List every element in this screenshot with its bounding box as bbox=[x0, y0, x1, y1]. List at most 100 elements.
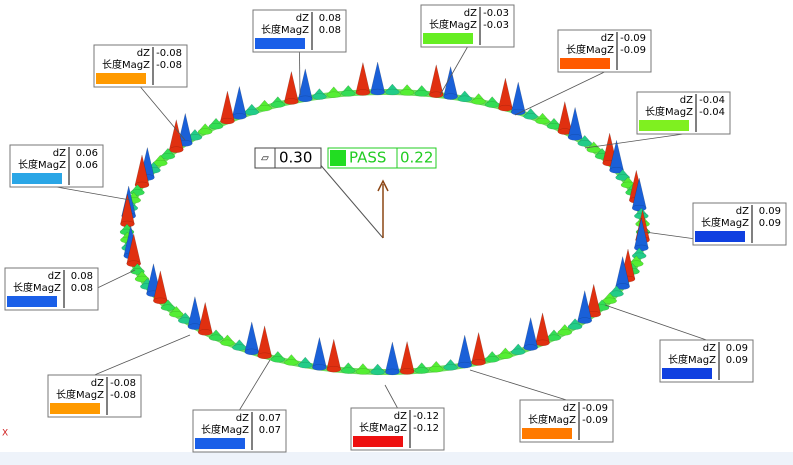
mag-value: -0.09 bbox=[582, 415, 608, 426]
dz-label: dZ bbox=[394, 411, 407, 422]
cone bbox=[187, 296, 203, 327]
cone bbox=[471, 332, 486, 363]
cone-base bbox=[498, 104, 513, 112]
color-swatch bbox=[96, 73, 146, 84]
cone-base bbox=[312, 93, 327, 100]
mag-label: 长度MagZ bbox=[668, 353, 716, 366]
mag-value: 0.08 bbox=[319, 25, 341, 36]
leader bbox=[514, 71, 605, 116]
cone-base bbox=[443, 93, 458, 100]
leader bbox=[56, 186, 131, 201]
cone-base bbox=[385, 368, 400, 376]
callout: dZ -0.03 长度MagZ -0.03 bbox=[420, 4, 515, 48]
cone bbox=[385, 341, 400, 373]
cone bbox=[326, 339, 342, 370]
mag-value: -0.08 bbox=[110, 390, 136, 401]
dz-value: 0.06 bbox=[76, 148, 98, 159]
callout: dZ 0.06 长度MagZ 0.06 bbox=[9, 144, 104, 188]
cone-base bbox=[298, 361, 313, 369]
dz-label: dZ bbox=[137, 48, 150, 59]
mag-label: 长度MagZ bbox=[261, 23, 309, 36]
cone bbox=[510, 82, 526, 113]
dz-value: -0.09 bbox=[620, 33, 646, 44]
color-swatch bbox=[662, 368, 712, 379]
frame bbox=[254, 147, 322, 169]
dz-label: dZ bbox=[736, 206, 749, 217]
dz-value: -0.08 bbox=[156, 48, 182, 59]
callout: dZ -0.12 长度MagZ -0.12 bbox=[350, 407, 445, 451]
mag-value: -0.09 bbox=[620, 45, 646, 56]
cone-base bbox=[134, 275, 150, 283]
cone-base bbox=[457, 95, 472, 103]
cone bbox=[523, 317, 538, 348]
cone bbox=[567, 107, 583, 138]
cone-base bbox=[577, 317, 592, 324]
cone-base bbox=[484, 101, 500, 108]
cone-base bbox=[270, 356, 286, 363]
cone-base bbox=[284, 98, 299, 105]
callout: dZ 0.08 长度MagZ 0.08 bbox=[4, 267, 99, 311]
dz-value: -0.09 bbox=[582, 403, 608, 414]
cone-base bbox=[220, 117, 235, 125]
cone-base bbox=[523, 344, 538, 351]
cone-base bbox=[567, 323, 583, 330]
color-swatch bbox=[12, 173, 62, 184]
flatness-symbol: ▱ bbox=[261, 153, 269, 164]
cone bbox=[244, 321, 260, 353]
callout: dZ -0.04 长度MagZ -0.04 bbox=[636, 91, 731, 135]
cone-base bbox=[232, 113, 247, 120]
cone-base bbox=[298, 95, 313, 103]
mag-label: 长度MagZ bbox=[18, 158, 66, 171]
leader bbox=[94, 334, 191, 376]
callout: dZ -0.09 长度MagZ -0.09 bbox=[557, 29, 652, 73]
cone bbox=[399, 341, 415, 372]
leader bbox=[584, 133, 684, 149]
cone-base bbox=[160, 304, 176, 311]
cone-base bbox=[197, 128, 213, 135]
callout: dZ 0.09 长度MagZ 0.09 bbox=[692, 202, 787, 246]
callout: dZ -0.09 长度MagZ -0.09 bbox=[519, 399, 614, 443]
mag-label: 长度MagZ bbox=[102, 58, 150, 71]
color-swatch bbox=[195, 438, 245, 449]
color-swatch bbox=[353, 436, 403, 447]
dz-value: -0.12 bbox=[413, 411, 439, 422]
cone bbox=[370, 62, 385, 93]
cone-base bbox=[257, 104, 272, 112]
dz-value: -0.08 bbox=[110, 378, 136, 389]
cone-base bbox=[535, 117, 550, 125]
dz-label: dZ bbox=[48, 271, 61, 282]
callout: dZ 0.08 长度MagZ 0.08 bbox=[252, 9, 347, 53]
cone bbox=[257, 325, 272, 357]
cone bbox=[312, 337, 327, 368]
leader bbox=[469, 369, 567, 401]
dz-label: dZ bbox=[464, 8, 477, 19]
cone-base bbox=[471, 98, 486, 105]
mag-label: 长度MagZ bbox=[701, 216, 749, 229]
cone bbox=[197, 302, 213, 333]
cone-base bbox=[284, 359, 299, 366]
mag-value: -0.03 bbox=[483, 20, 509, 31]
cone bbox=[428, 64, 444, 96]
cone-base bbox=[326, 91, 342, 99]
dz-value: 0.08 bbox=[71, 271, 93, 282]
cone bbox=[498, 78, 513, 109]
cone-base bbox=[577, 140, 592, 147]
status-frame bbox=[327, 147, 437, 169]
cone-base bbox=[457, 361, 472, 369]
cone-base bbox=[510, 348, 526, 356]
mag-value: -0.04 bbox=[699, 107, 725, 118]
cone-base bbox=[414, 367, 429, 374]
color-swatch bbox=[7, 296, 57, 307]
leader bbox=[439, 46, 468, 96]
cone-base bbox=[169, 146, 184, 153]
color-swatch bbox=[255, 38, 305, 49]
cone-base bbox=[615, 283, 630, 290]
cone-base bbox=[270, 101, 286, 108]
cone bbox=[535, 312, 550, 344]
dz-label: dZ bbox=[563, 403, 576, 414]
cone-base bbox=[498, 352, 513, 360]
cone-base bbox=[428, 365, 444, 373]
status-strip bbox=[0, 452, 793, 465]
callout: dZ -0.08 长度MagZ -0.08 bbox=[93, 44, 188, 88]
